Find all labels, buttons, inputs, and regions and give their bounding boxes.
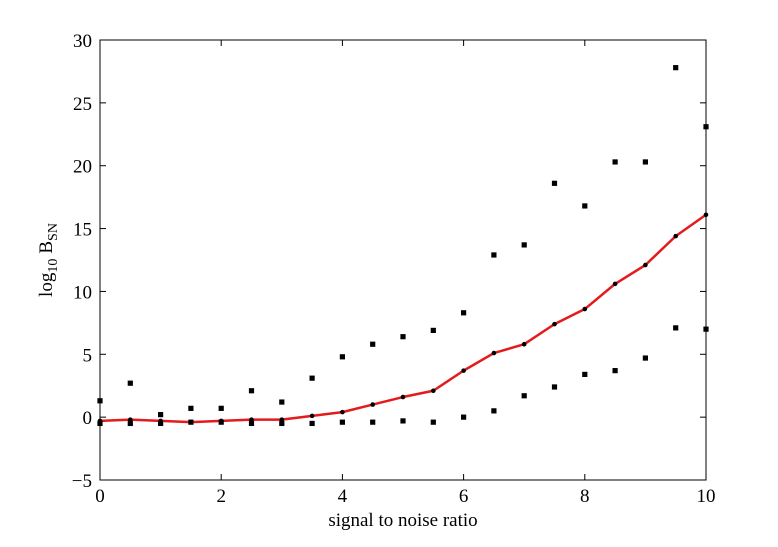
y-tick-label: 5 — [83, 345, 93, 366]
x-tick-label: 8 — [580, 486, 590, 507]
series-line-point — [340, 409, 345, 415]
lower-bound-point — [430, 419, 436, 425]
x-tick-label: 4 — [338, 486, 348, 507]
lower-bound-point — [127, 420, 133, 427]
upper-bound-point — [673, 65, 679, 71]
lower-bound-point — [370, 419, 376, 425]
upper-bound-point — [127, 380, 133, 386]
series-line-point — [249, 417, 254, 422]
upper-bound-point — [551, 180, 558, 186]
y-axis-label: log10 BSN — [36, 223, 61, 297]
series-line-point — [612, 281, 618, 287]
y-axis-label-var-sub: SN — [46, 223, 61, 241]
y-tick-label: 15 — [73, 220, 92, 241]
series-line-point — [673, 233, 678, 239]
upper-bound-point — [400, 334, 406, 340]
y-axis-label-log: log — [36, 272, 57, 297]
y-tick-label: 0 — [83, 408, 93, 429]
upper-bound-point — [461, 310, 467, 316]
series-line-point — [370, 402, 376, 407]
lower-bound-point — [612, 368, 618, 374]
series-line-point — [431, 388, 436, 394]
series-line-point — [400, 394, 406, 400]
lower-bound-point — [339, 419, 345, 425]
x-tick-label: 10 — [697, 486, 716, 507]
lower-bound-point — [309, 420, 315, 427]
upper-bound-point — [309, 375, 315, 381]
lower-bound-point — [491, 408, 497, 414]
series-line-point — [279, 417, 285, 422]
y-tick-label: 25 — [73, 94, 92, 115]
y-axis-label-var: B — [36, 241, 57, 254]
series-line-point — [309, 413, 315, 419]
y-tick-label: 20 — [73, 157, 92, 178]
x-tick-label: 0 — [95, 486, 105, 507]
lower-bound-point — [461, 414, 467, 420]
axes-frame — [99, 39, 707, 481]
x-tick-label: 6 — [459, 486, 469, 507]
x-axis-ticks: 0 2 4 6 8 10 — [95, 40, 716, 507]
upper-bound-point — [582, 203, 588, 209]
lower-bound-point — [400, 418, 406, 424]
lower-bound-point — [188, 419, 194, 425]
series-line-point — [461, 368, 466, 373]
series-line-point — [582, 306, 588, 312]
upper-bound-point — [491, 252, 497, 258]
series-line-point — [491, 350, 497, 356]
upper-bound-point — [188, 405, 194, 411]
lower-bound-point — [279, 420, 285, 427]
series-line-point — [643, 262, 648, 268]
y-axis-label-log-sub: 10 — [46, 259, 61, 273]
upper-bound-point — [370, 341, 376, 347]
x-tick-label: 2 — [216, 486, 226, 507]
lower-bound-point — [551, 384, 558, 390]
y-tick-label: −5 — [72, 471, 92, 492]
y-tick-label: 30 — [73, 31, 92, 52]
lower-bound-point — [218, 419, 224, 425]
upper-bound-point — [339, 354, 345, 360]
y-tick-label: 10 — [73, 282, 92, 303]
series-line-point — [128, 417, 133, 422]
upper-bound-point — [430, 327, 436, 333]
series-line-point — [552, 321, 557, 327]
upper-bound-point — [158, 412, 164, 418]
x-axis-label: signal to noise ratio — [328, 510, 477, 531]
series-line-point — [521, 341, 527, 347]
upper-bound-point — [642, 159, 648, 165]
lower-bound-point — [582, 371, 588, 377]
lower-bound-point — [158, 420, 164, 427]
upper-bound-point — [279, 399, 285, 405]
upper-bound-point — [612, 159, 618, 165]
lower-bound-point — [642, 355, 648, 361]
upper-bound-point — [218, 405, 224, 411]
plot-area — [97, 65, 709, 427]
upper-bound-point — [521, 242, 527, 248]
y-axis-ticks: −5 0 5 10 15 20 25 30 — [72, 31, 706, 492]
upper-bound-point — [248, 388, 255, 394]
lower-bound-point — [248, 420, 255, 427]
lower-bound-point — [673, 325, 679, 331]
lower-bound-point — [521, 393, 527, 399]
